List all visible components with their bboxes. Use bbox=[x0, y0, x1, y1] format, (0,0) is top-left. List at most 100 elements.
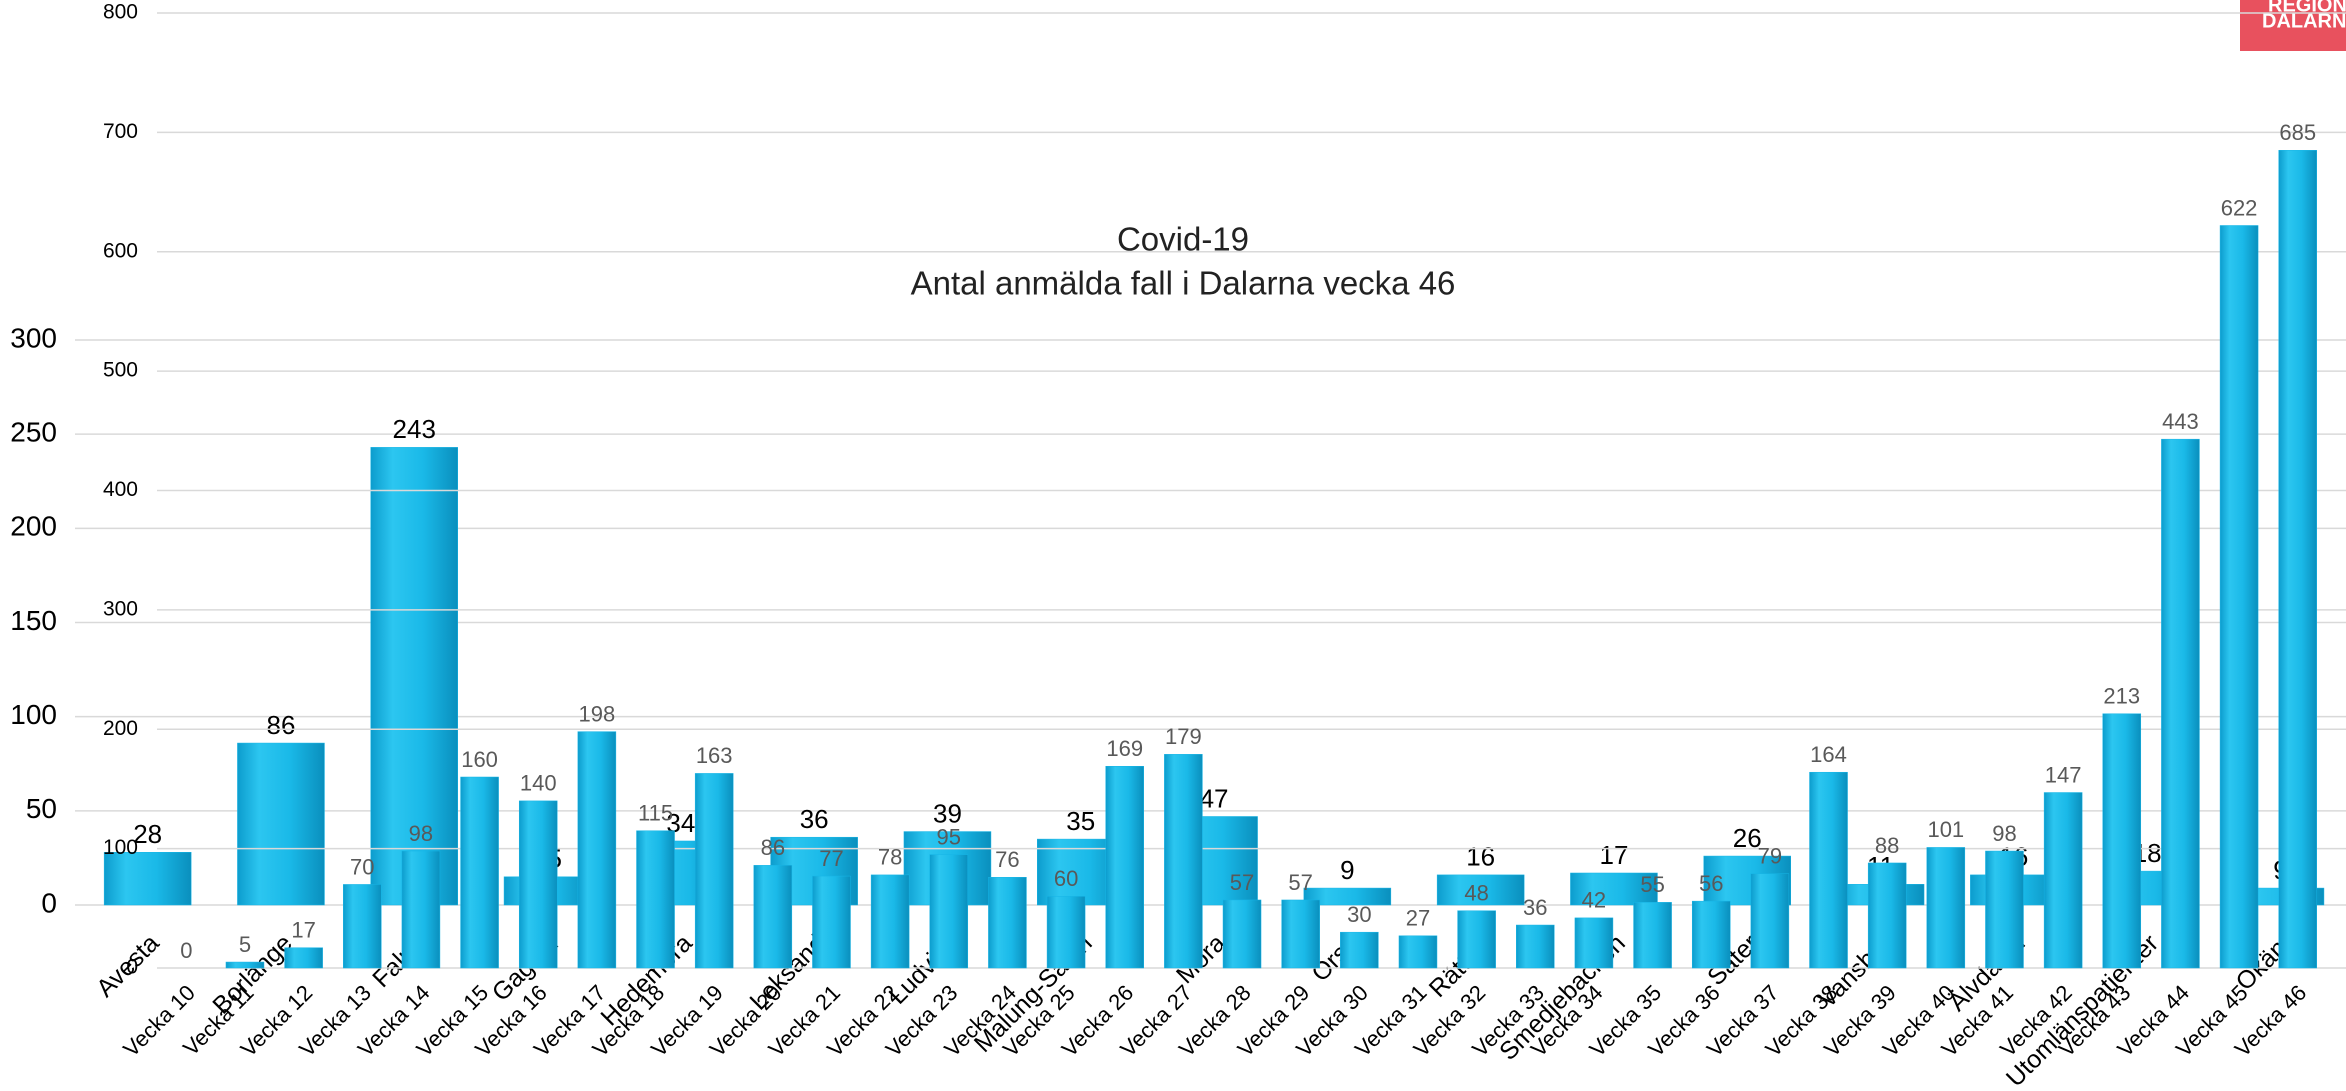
logo-text: REGION bbox=[2268, 0, 2346, 16]
bar bbox=[577, 731, 617, 969]
bar bbox=[1398, 935, 1438, 969]
bar bbox=[636, 830, 675, 969]
value-label: 685 bbox=[2279, 120, 2316, 145]
value-label: 98 bbox=[1992, 821, 2016, 846]
bar bbox=[1809, 771, 1848, 969]
bar bbox=[401, 850, 441, 969]
bar bbox=[929, 854, 969, 969]
bar bbox=[1691, 900, 1731, 969]
bar bbox=[1281, 899, 1320, 969]
bar bbox=[343, 884, 382, 969]
value-label: 213 bbox=[2103, 684, 2140, 709]
bar bbox=[1164, 754, 1203, 969]
value-label: 76 bbox=[995, 847, 1019, 872]
bar bbox=[284, 947, 323, 969]
value-label: 70 bbox=[350, 854, 374, 879]
bar bbox=[237, 742, 325, 906]
y-tick-label: 100 bbox=[103, 836, 138, 859]
value-label: 443 bbox=[2162, 409, 2199, 434]
value-label: 55 bbox=[1640, 872, 1664, 897]
bar bbox=[1574, 917, 1614, 969]
value-label: 57 bbox=[1288, 870, 1312, 895]
y-tick-label: 600 bbox=[103, 239, 138, 262]
value-label: 42 bbox=[1582, 888, 1606, 913]
y-tick-label: 500 bbox=[103, 359, 138, 382]
value-label: 86 bbox=[761, 835, 785, 860]
bar bbox=[2219, 225, 2259, 969]
value-label: 17 bbox=[291, 918, 315, 943]
bar bbox=[1570, 872, 1658, 906]
value-label: 77 bbox=[819, 846, 843, 871]
bar bbox=[1926, 847, 1966, 969]
bar bbox=[1457, 910, 1496, 969]
bar bbox=[518, 800, 558, 969]
bar bbox=[988, 877, 1027, 969]
y-tick-label: 400 bbox=[103, 478, 138, 501]
bar bbox=[694, 773, 734, 969]
bar bbox=[1436, 874, 1525, 906]
value-label: 16 bbox=[1466, 842, 1495, 872]
chart-title: Covid-19 bbox=[1117, 221, 1249, 258]
value-label: 36 bbox=[800, 804, 829, 834]
value-label: 95 bbox=[937, 824, 961, 849]
y-tick-label: 50 bbox=[26, 793, 57, 824]
value-label: 56 bbox=[1699, 871, 1723, 896]
bar bbox=[370, 447, 458, 906]
value-label: 57 bbox=[1230, 870, 1254, 895]
value-label: 39 bbox=[933, 798, 962, 828]
bar bbox=[103, 852, 192, 906]
value-label: 28 bbox=[133, 819, 162, 849]
value-label: 60 bbox=[1054, 866, 1078, 891]
value-label: 17 bbox=[1599, 840, 1628, 870]
y-tick-label: 200 bbox=[10, 511, 57, 542]
bar bbox=[1303, 887, 1392, 906]
y-tick-label: 250 bbox=[10, 417, 57, 448]
bar bbox=[2278, 150, 2317, 969]
value-label: 147 bbox=[2045, 762, 2082, 787]
bar bbox=[2043, 792, 2083, 969]
value-label: 243 bbox=[393, 414, 436, 444]
value-label: 88 bbox=[1875, 833, 1899, 858]
value-label: 115 bbox=[638, 801, 673, 826]
bar bbox=[1105, 766, 1144, 969]
y-tick-label: 700 bbox=[103, 120, 138, 143]
bar bbox=[460, 776, 499, 969]
value-label: 79 bbox=[1758, 844, 1782, 869]
value-label: 0 bbox=[180, 938, 192, 963]
value-label: 35 bbox=[1066, 806, 1095, 836]
bar bbox=[1633, 902, 1672, 969]
logo-box bbox=[2240, 0, 2346, 51]
bar bbox=[2161, 438, 2200, 969]
value-label: 48 bbox=[1464, 881, 1488, 906]
bar bbox=[1750, 873, 1790, 969]
y-tick-label: 0 bbox=[41, 887, 57, 918]
value-label: 101 bbox=[1927, 817, 1964, 842]
bar bbox=[753, 865, 793, 969]
value-label: 30 bbox=[1347, 902, 1371, 927]
value-label: 78 bbox=[878, 845, 902, 870]
y-tick-label: 300 bbox=[10, 322, 57, 353]
bar bbox=[1222, 899, 1262, 969]
value-label: 169 bbox=[1106, 736, 1143, 761]
value-label: 140 bbox=[520, 771, 557, 796]
value-label: 47 bbox=[1200, 783, 1229, 813]
value-label: 164 bbox=[1810, 742, 1847, 767]
bar bbox=[1340, 931, 1379, 969]
value-label: 198 bbox=[579, 701, 616, 726]
value-label: 160 bbox=[461, 747, 498, 772]
value-label: 86 bbox=[266, 710, 295, 740]
bar bbox=[1985, 850, 2024, 969]
bar bbox=[1046, 896, 1086, 969]
chart-municipalities: 05010015020025030028Avesta86Borlänge243F… bbox=[10, 322, 2346, 1091]
value-label: 9 bbox=[1340, 855, 1354, 885]
y-tick-label: 0 bbox=[126, 956, 138, 979]
value-label: 622 bbox=[2221, 195, 2258, 220]
chart-subtitle: Antal anmälda fall i Dalarna vecka 46 bbox=[911, 265, 1456, 302]
value-label: 27 bbox=[1406, 906, 1430, 931]
y-tick-label: 200 bbox=[103, 717, 138, 740]
y-tick-label: 150 bbox=[10, 605, 57, 636]
bar bbox=[1867, 862, 1907, 969]
y-tick-label: 800 bbox=[103, 1, 138, 24]
